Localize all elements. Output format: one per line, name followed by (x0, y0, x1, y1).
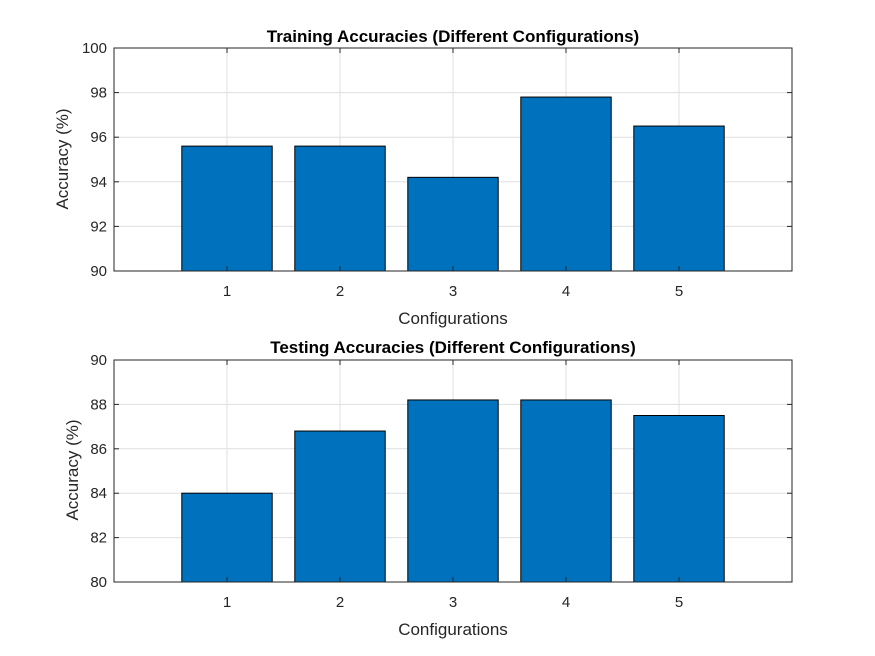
bar (633, 415, 725, 583)
y-tick-label: 98 (90, 85, 107, 102)
y-tick-label: 100 (82, 40, 107, 57)
y-tick-label: 94 (90, 174, 107, 191)
y-tick-label: 80 (90, 574, 107, 591)
bar (181, 145, 273, 272)
x-tick-label: 4 (562, 283, 570, 300)
bars (181, 96, 725, 272)
bar (407, 399, 499, 583)
x-tick-label: 5 (675, 283, 683, 300)
bar (294, 145, 386, 272)
x-axis-label: Configurations (398, 620, 508, 639)
y-axis-label: Accuracy (%) (63, 419, 82, 520)
bars (181, 399, 725, 583)
bar (181, 492, 273, 583)
x-tick-label: 5 (675, 594, 683, 611)
y-axis-label: Accuracy (%) (53, 108, 72, 209)
chart-title: Training Accuracies (Different Configura… (267, 27, 639, 46)
bar (294, 430, 386, 583)
x-tick-label: 3 (449, 283, 457, 300)
x-tick-label: 3 (449, 594, 457, 611)
y-tick-label: 90 (90, 263, 107, 280)
x-tick-label: 1 (223, 283, 231, 300)
x-axis-label: Configurations (398, 309, 508, 328)
ticks: 1 2 3 4 5 90 92 94 96 98 100 (82, 40, 792, 300)
bar (520, 96, 612, 272)
bar (520, 399, 612, 583)
ticks: 1 2 3 4 5 80 82 84 86 88 90 (90, 352, 792, 611)
y-tick-label: 86 (90, 441, 107, 458)
chart-title: Testing Accuracies (Different Configurat… (270, 338, 636, 357)
x-tick-label: 1 (223, 594, 231, 611)
y-tick-label: 84 (90, 485, 107, 502)
x-tick-label: 4 (562, 594, 570, 611)
testing-accuracy-chart: 1 2 3 4 5 80 82 84 86 88 90 Testing Accuracies (Di… (63, 338, 793, 639)
x-tick-label: 2 (336, 283, 344, 300)
y-tick-label: 88 (90, 396, 107, 413)
y-tick-label: 82 (90, 530, 107, 547)
y-tick-label: 90 (90, 352, 107, 369)
bar (633, 125, 725, 272)
x-tick-label: 2 (336, 594, 344, 611)
y-tick-label: 96 (90, 129, 107, 146)
bar (407, 176, 499, 272)
training-accuracy-chart: 1 2 3 4 5 90 92 94 96 98 100 Training Accuracies (… (53, 27, 793, 328)
y-tick-label: 92 (90, 218, 107, 235)
